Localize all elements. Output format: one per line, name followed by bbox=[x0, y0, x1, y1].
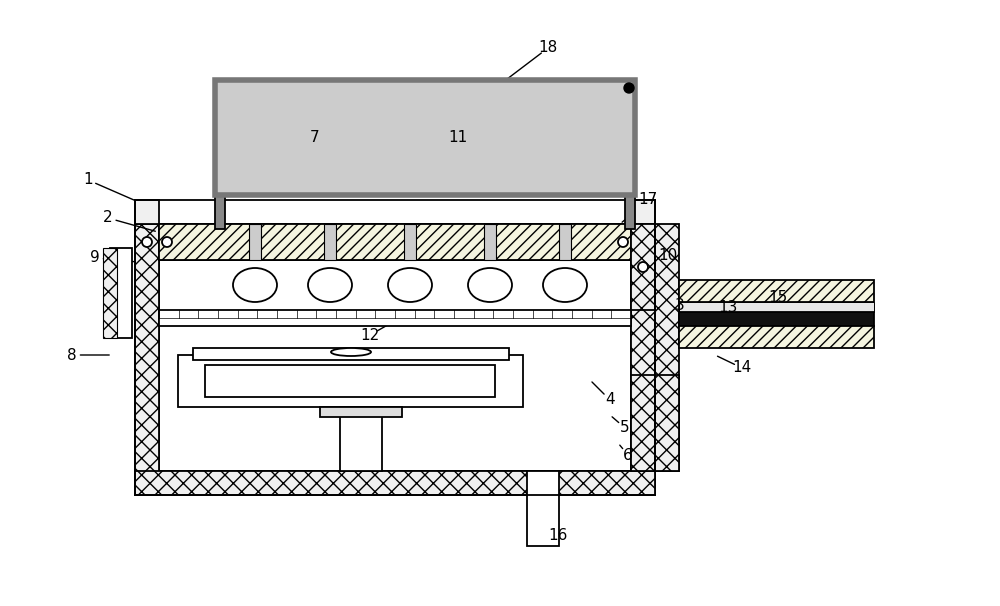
Bar bbox=[631, 200, 655, 224]
Bar bbox=[340, 407, 382, 471]
Ellipse shape bbox=[331, 348, 371, 356]
Bar bbox=[311, 168, 349, 196]
Bar bbox=[135, 224, 159, 495]
Bar bbox=[471, 168, 509, 196]
Bar bbox=[679, 312, 874, 326]
Text: 9: 9 bbox=[90, 250, 100, 265]
Bar bbox=[178, 355, 523, 407]
Circle shape bbox=[618, 237, 628, 247]
Bar bbox=[215, 80, 635, 195]
Bar bbox=[404, 224, 416, 260]
Bar bbox=[236, 168, 274, 196]
Bar bbox=[391, 168, 429, 196]
Bar bbox=[679, 326, 874, 348]
Bar bbox=[135, 471, 655, 495]
Bar bbox=[484, 224, 496, 260]
Text: 16: 16 bbox=[548, 527, 568, 542]
Ellipse shape bbox=[308, 268, 352, 302]
Bar bbox=[159, 260, 631, 471]
Bar bbox=[679, 280, 874, 302]
Text: 6: 6 bbox=[623, 447, 633, 462]
Text: 12: 12 bbox=[360, 327, 380, 342]
Ellipse shape bbox=[543, 268, 587, 302]
Text: 17: 17 bbox=[638, 193, 658, 207]
Bar bbox=[679, 302, 874, 312]
Text: 8: 8 bbox=[67, 347, 77, 362]
Text: 7: 7 bbox=[310, 130, 320, 145]
Ellipse shape bbox=[468, 268, 512, 302]
Bar bbox=[159, 224, 631, 260]
Text: 13: 13 bbox=[718, 301, 738, 316]
Bar bbox=[215, 195, 225, 229]
Bar bbox=[631, 375, 655, 471]
Bar bbox=[655, 224, 679, 471]
Text: 1: 1 bbox=[83, 173, 93, 187]
Text: 15: 15 bbox=[768, 290, 788, 305]
Text: 11: 11 bbox=[448, 130, 468, 145]
Bar bbox=[110, 248, 132, 338]
Text: 10: 10 bbox=[658, 247, 678, 262]
Circle shape bbox=[142, 237, 152, 247]
Bar bbox=[103, 248, 117, 338]
Ellipse shape bbox=[233, 268, 277, 302]
Circle shape bbox=[638, 262, 648, 272]
Bar bbox=[135, 200, 159, 224]
Bar bbox=[249, 224, 261, 260]
Bar bbox=[205, 365, 495, 397]
Text: 3: 3 bbox=[675, 298, 685, 313]
Bar bbox=[159, 310, 631, 326]
Bar bbox=[631, 224, 655, 310]
Bar bbox=[159, 224, 631, 260]
Circle shape bbox=[624, 83, 634, 93]
Bar bbox=[559, 224, 571, 260]
Text: 18: 18 bbox=[538, 41, 558, 56]
Text: 4: 4 bbox=[605, 393, 615, 407]
Bar bbox=[655, 375, 679, 471]
Text: 5: 5 bbox=[620, 421, 630, 436]
Circle shape bbox=[162, 237, 172, 247]
Bar bbox=[320, 407, 402, 417]
Text: 2: 2 bbox=[103, 210, 113, 225]
Bar bbox=[193, 348, 509, 360]
Bar bbox=[324, 224, 336, 260]
Bar bbox=[527, 471, 559, 546]
Bar bbox=[631, 224, 655, 495]
Bar bbox=[625, 195, 635, 229]
Ellipse shape bbox=[388, 268, 432, 302]
Text: 14: 14 bbox=[732, 361, 752, 376]
Bar bbox=[546, 168, 584, 196]
